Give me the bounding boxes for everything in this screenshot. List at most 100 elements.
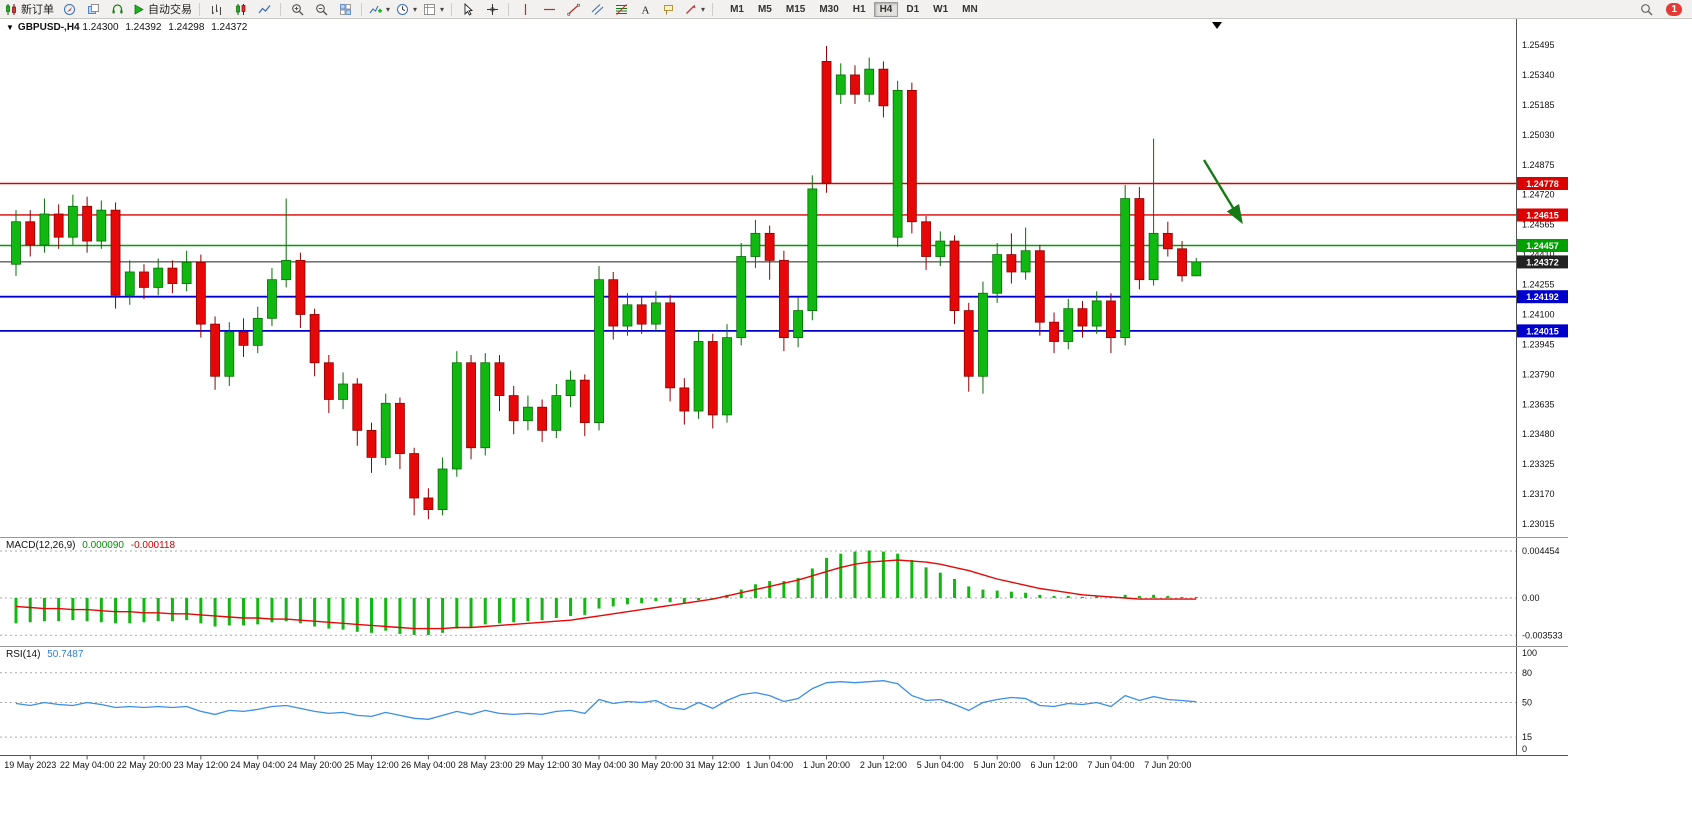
data-window-button[interactable] [81,0,105,18]
macd-bar [341,598,345,630]
text-label-button[interactable] [657,0,681,18]
macd-bar [839,553,843,598]
candle-body [181,261,192,284]
timeframe-m30-button[interactable]: M30 [819,3,839,15]
candle-body [281,259,292,281]
chart-shift-marker[interactable] [1212,22,1222,29]
macd-bar [938,572,942,598]
templates-button[interactable]: ▾ [420,0,447,18]
auto-trading-button[interactable]: 自动交易 [129,0,195,18]
crosshair-button[interactable] [480,0,504,18]
macd-bar [1024,592,1028,598]
candle-chart-button[interactable] [228,0,252,18]
candle-body [1177,248,1187,277]
price-axis-label: 1.24255 [1522,280,1555,290]
candle-body [594,279,604,424]
timeframe-mn-button[interactable]: MN [962,3,978,15]
time-axis-label: 24 May 04:00 [230,760,285,770]
macd-bar [298,598,302,624]
candle-body [807,188,818,311]
cursor-icon [464,2,473,16]
macd-bar [853,551,857,598]
dropdown-caret-icon: ▾ [413,4,418,14]
fibonacci-button[interactable] [609,0,633,18]
bar-chart-button[interactable] [204,0,228,18]
candle-body [195,261,206,325]
macd-bar [995,590,999,598]
channel-button[interactable] [585,0,609,18]
macd-bar [583,598,587,615]
candle-body [210,323,220,377]
notification-badge[interactable]: 1 [1666,2,1682,16]
candle-body [892,89,903,238]
macd-bar [810,568,814,598]
candle-body [921,221,931,257]
zoom-in-button[interactable] [285,0,309,18]
timeframe-m1-button[interactable]: M1 [730,3,744,15]
timeframe-w1-button[interactable]: W1 [933,3,949,15]
vertical-line-button[interactable] [513,0,537,18]
candle-body [11,221,21,265]
macd-bar [156,598,160,622]
layers-icon [87,3,99,14]
price-axis-label: 1.25185 [1522,100,1555,110]
timeframe-m5-button[interactable]: M5 [757,3,772,15]
search-icon [1641,3,1653,16]
search-button[interactable] [1634,0,1658,18]
price-tag-label: 1.24015 [1526,326,1559,336]
candle-body [1134,198,1145,281]
periods-button[interactable]: ▾ [393,0,420,18]
cursor-button[interactable] [456,0,480,18]
dropdown-caret-icon: ▾ [386,4,391,14]
macd-bar [170,598,174,622]
indicators-button[interactable]: ▾ [366,0,393,18]
macd-signal-value: -0.000118 [130,540,176,551]
timeframe-m15-button[interactable]: M15 [785,3,806,15]
horizontal-line-button[interactable] [537,0,561,18]
arrows-button[interactable]: ▾ [681,0,708,18]
timeframe-h1-button[interactable]: H1 [852,3,866,15]
trendline-button[interactable] [561,0,585,18]
macd-bar [782,581,786,598]
price-axis-label: 1.25340 [1522,70,1555,80]
headset-icon [112,3,122,13]
navigator-button[interactable] [57,0,81,18]
candle-body [466,362,476,449]
candle-body [636,304,647,325]
candle-body [1148,232,1159,281]
candle-body [722,337,732,416]
candle-body [850,74,860,95]
new-order-button[interactable]: 新订单 [2,0,57,18]
macd-bar [953,579,957,598]
price-axis-label: 1.23480 [1522,429,1555,439]
template-icon [424,3,435,15]
one-click-trading-toggle[interactable]: ▼ [6,23,14,32]
candle-body [67,205,78,238]
compass-icon [63,3,75,15]
rsi-scale-label: 50 [1522,698,1532,708]
time-axis-label: 5 Jun 04:00 [917,760,964,770]
support-button[interactable] [105,0,129,18]
macd-bar [981,589,985,598]
candle-body [1034,250,1045,323]
price-axis-label: 1.23790 [1522,369,1555,379]
timeframe-d1-button[interactable]: D1 [906,3,920,15]
time-axis-label: 6 Jun 12:00 [1031,760,1078,770]
time-axis-label: 28 May 23:00 [458,760,513,770]
price-axis-label: 1.24565 [1522,220,1555,230]
candle-body [352,383,363,431]
candle-body [153,267,164,288]
text-button[interactable]: A [633,0,657,18]
annotations[interactable] [1202,22,1243,225]
time-axis-label: 31 May 12:00 [686,760,741,770]
macd-bar [284,598,288,622]
trend-arrow-annotation[interactable] [1202,159,1243,225]
line-chart-button[interactable] [252,0,276,18]
tile-windows-button[interactable] [333,0,357,18]
price-lines[interactable] [0,182,1516,332]
macd-bar [213,598,217,627]
timeframe-h4-button[interactable]: H4 [873,1,899,17]
zoom-out-button[interactable] [309,0,333,18]
macd-main-value: 0.000090 [82,540,124,551]
